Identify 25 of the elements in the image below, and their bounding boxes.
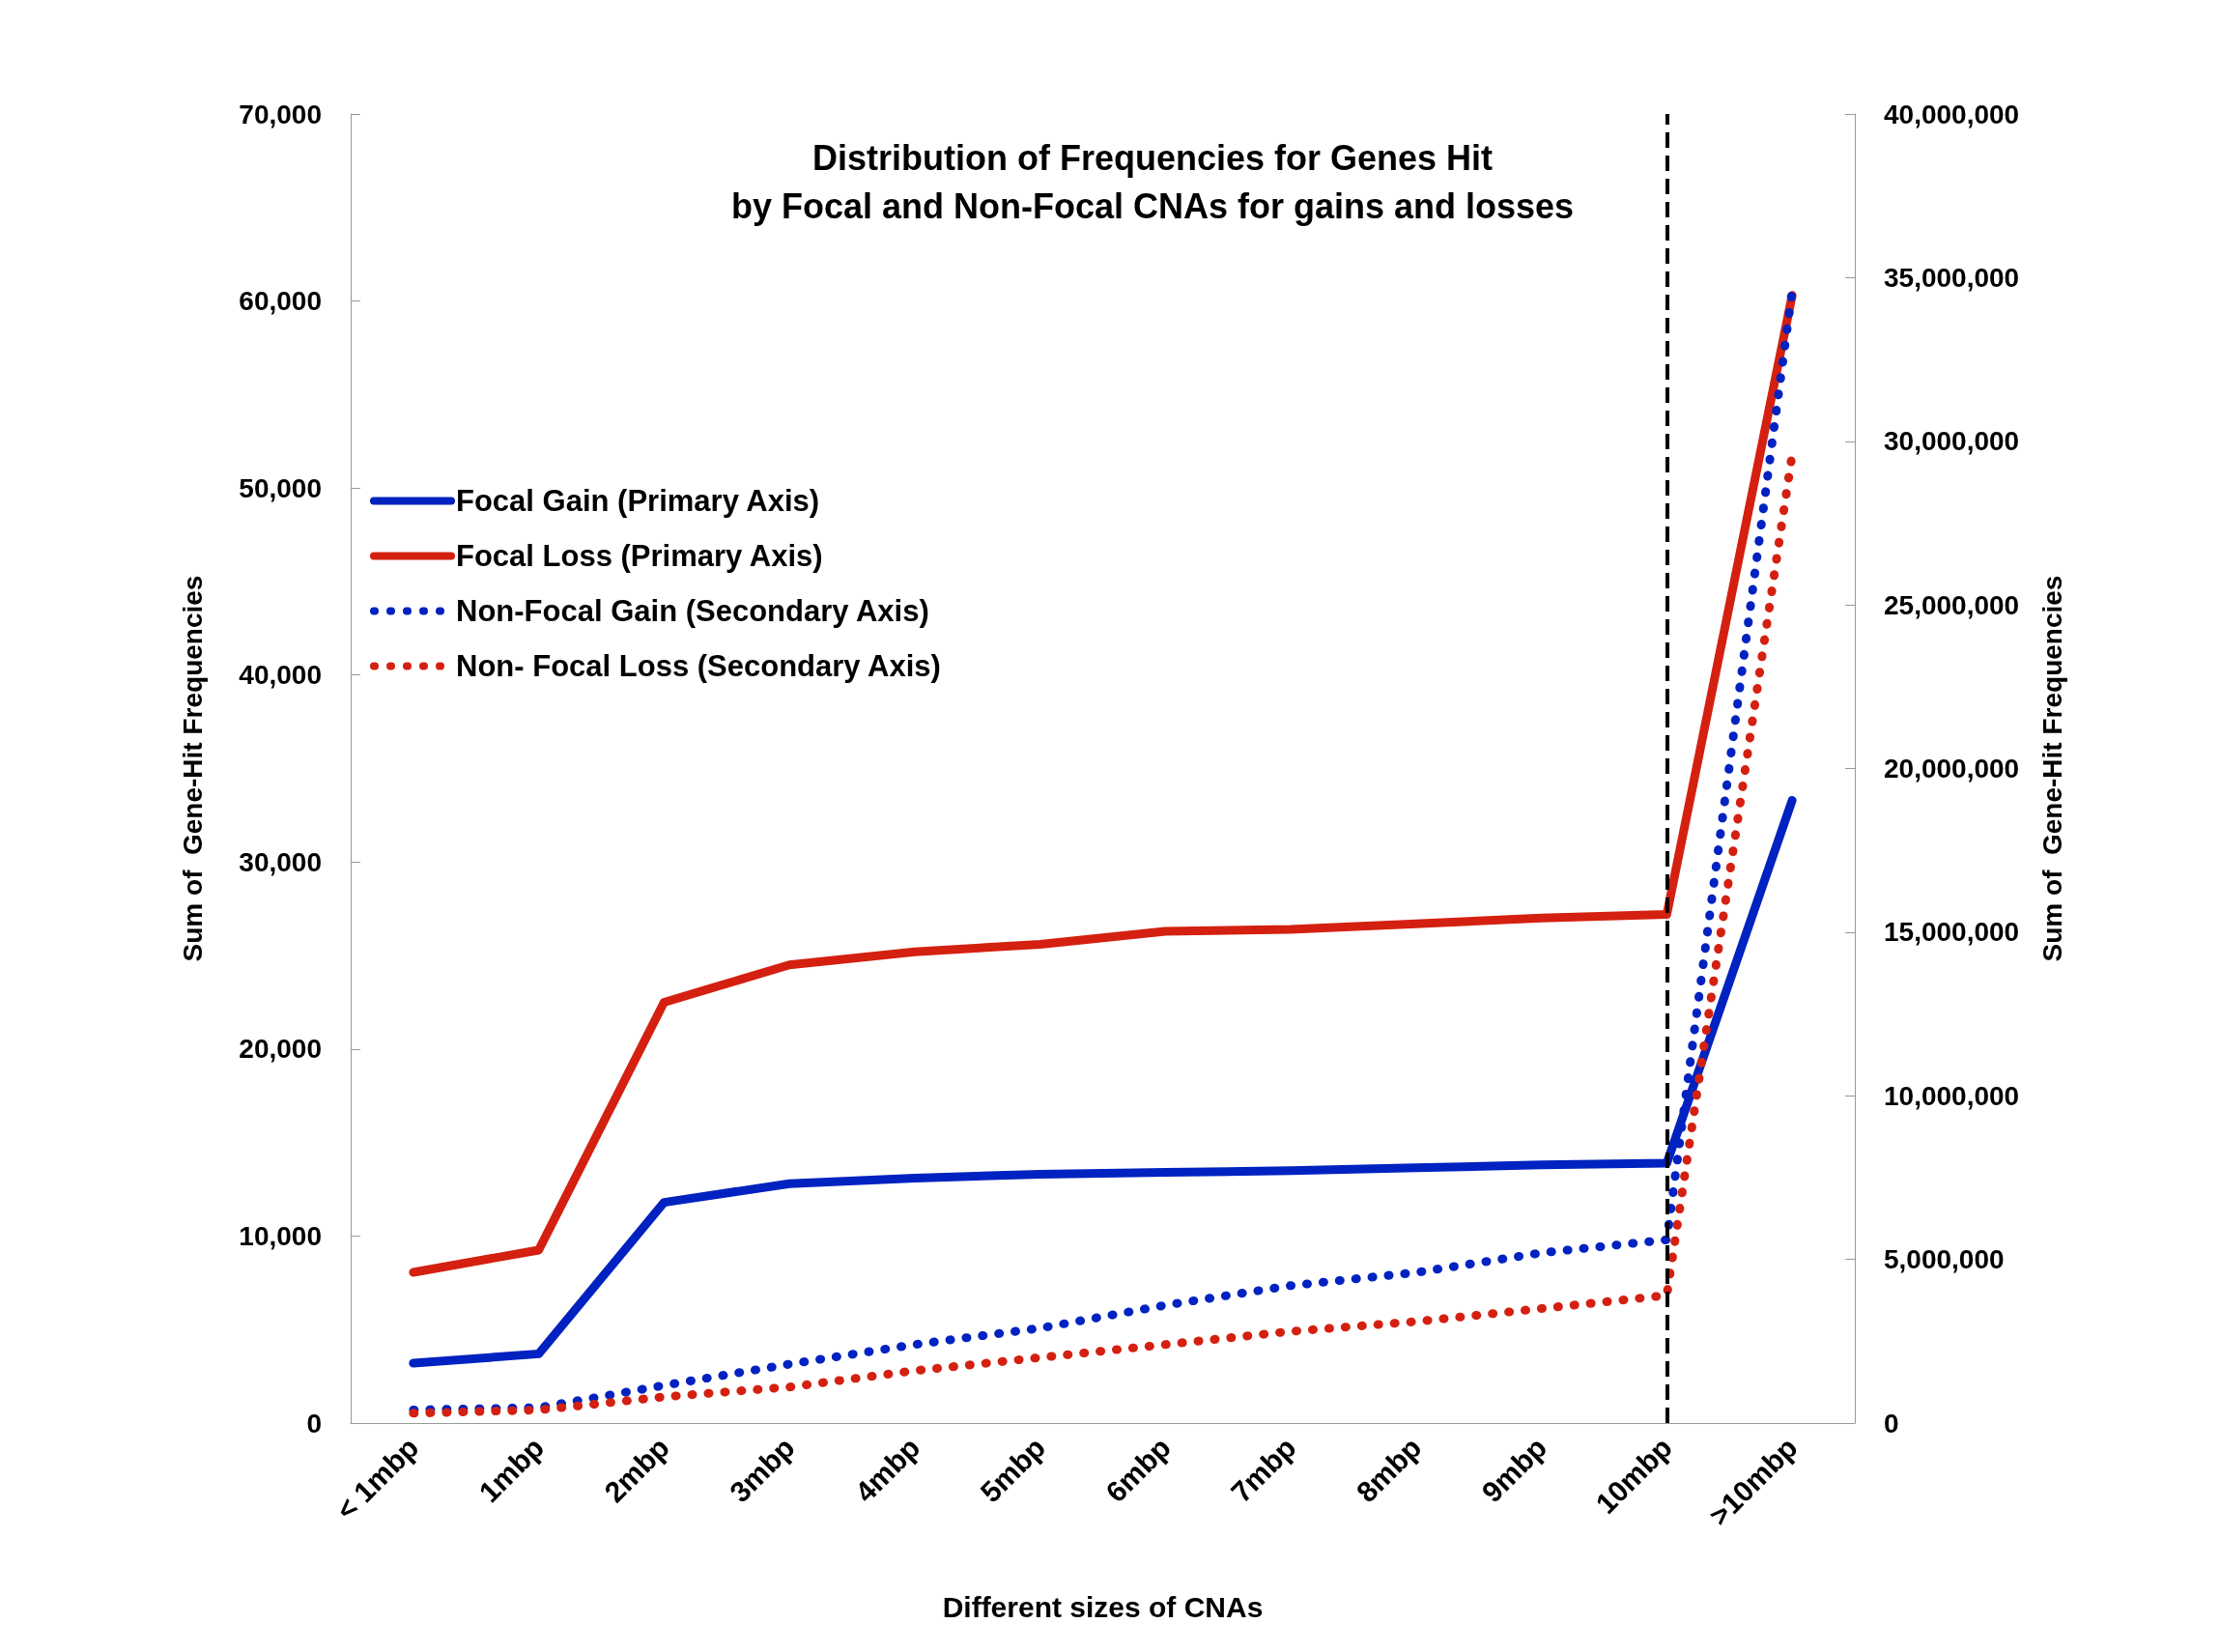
y2-tick-label: 5,000,000 [1884,1244,2005,1275]
y2-axis-title: Sum of Gene-Hit Frequencies [2036,575,2067,962]
x-axis-title: Different sizes of CNAs [942,1590,1264,1623]
y2-tick-label: 10,000,000 [1884,1080,2020,1111]
y-tick-label: 20,000 [239,1034,322,1065]
text: Distribution of Frequencies for Genes Hit by Focal and Non-Focal CNAs for gains and losses [730,137,1575,226]
y-tick-label: 40,000 [239,660,322,691]
y-tick-label: 50,000 [239,472,322,503]
y-tick-label: 30,000 [239,846,322,877]
y2-tick-label: 30,000,000 [1884,426,2020,457]
legend-label: Focal Gain (Primary Axis) [456,484,820,518]
y2-tick-label: 0 [1884,1408,1899,1438]
y2-tick-label: 15,000,000 [1884,917,2020,948]
legend-label: Non-Focal Gain (Secondary Axis) [456,594,929,628]
y-tick-label: 60,000 [239,286,322,317]
y-axis-title: Sum of Gene-Hit Frequencies [177,575,208,962]
y-tick-label: 70,000 [239,99,322,129]
y-tick-label: 10,000 [239,1220,322,1251]
y2-tick-label: 20,000,000 [1884,754,2020,783]
y-tick-label: 0 [306,1408,322,1438]
y2-tick-label: 25,000,000 [1884,589,2020,620]
legend-label: Focal Loss (Primary Axis) [456,539,823,573]
y2-tick-label: 40,000,000 [1884,99,2020,129]
y2-tick-label: 35,000,000 [1884,262,2020,293]
legend-label: Non- Focal Loss (Secondary Axis) [456,649,941,683]
